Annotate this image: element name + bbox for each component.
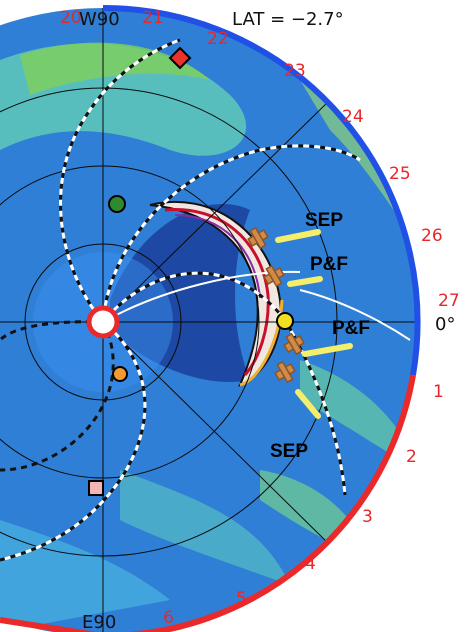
day-label: 25 [389,164,411,184]
markers [88,46,294,496]
red-diamond-marker [168,46,192,70]
spacecraft-glyphs [247,226,305,384]
day-label: 6 [163,608,174,628]
annotation-sep-upper: SEP [305,210,343,231]
day-label: 4 [305,554,316,574]
latitude-readout: LAT = −2.7° [232,9,344,30]
day-label: 22 [207,29,229,49]
parker-spirals [0,38,411,562]
day-label: 23 [284,61,306,81]
header-label-w90: W90 [79,9,120,30]
day-label: 3 [362,507,373,527]
header-label-21: 21 [142,8,164,28]
header-label-20: 20 [60,8,82,28]
day-label: 1 [433,382,444,402]
sun-marker [86,305,120,339]
day-label: 27 [438,291,460,311]
orange-circle-marker [112,366,128,382]
outer-rim-red [127,374,416,632]
day-label: 2 [406,447,417,467]
pink-square-marker [88,480,104,496]
right-zero-label: 0° [435,314,455,335]
day-label: 5 [236,589,247,609]
yellow-circle-marker [276,312,294,330]
annotation-pf-lower: P&F [332,318,370,339]
green-circle-marker [108,195,126,213]
annotation-pf-upper: P&F [310,254,348,275]
sep-yellow-bars [275,229,353,419]
day-labels: 22 23 24 25 26 27 1 2 3 4 5 6 [163,29,460,628]
outer-rim-red-left [0,617,97,632]
bottom-label-e90: E90 [82,612,116,632]
day-label: 26 [421,226,443,246]
outer-rim-blue [102,4,421,376]
day-label: 24 [342,107,364,127]
annotation-sep-lower: SEP [270,441,308,462]
